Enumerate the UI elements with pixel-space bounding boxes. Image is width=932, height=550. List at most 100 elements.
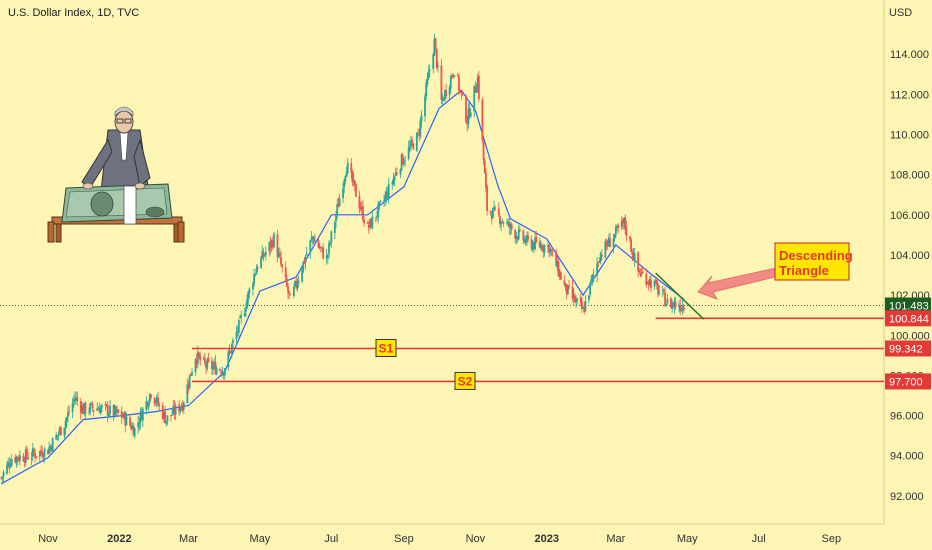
candle-body [534, 237, 536, 250]
candle-body [624, 217, 627, 229]
candle-body [355, 183, 357, 197]
candle-body [278, 252, 281, 257]
price-tag-text: 97.700 [889, 376, 923, 388]
candle-body [564, 283, 567, 286]
candle-body [284, 267, 287, 278]
y-tick-label: 110.000 [890, 130, 929, 142]
candle-body [246, 299, 248, 309]
candle-body [591, 275, 594, 281]
candle-body [255, 268, 258, 275]
candle-body [344, 176, 347, 181]
annotation-arrow [697, 267, 780, 300]
candle-body [244, 308, 247, 312]
x-tick-label: 2022 [107, 533, 131, 545]
y-tick-label: 108.000 [890, 170, 930, 182]
candle-body [646, 282, 649, 284]
candle-body [453, 75, 456, 78]
candle-body [161, 405, 164, 419]
candle-body [410, 140, 412, 148]
candle-body [179, 408, 182, 412]
candle-body [393, 176, 396, 181]
candle-body [33, 449, 35, 454]
candle-body [318, 246, 321, 249]
candle-body [10, 458, 13, 466]
candle-body [7, 462, 10, 466]
price-tag [885, 373, 931, 390]
candle-body [384, 196, 387, 202]
candle-body [263, 254, 266, 256]
candle-body [14, 457, 17, 462]
candle-body [158, 405, 161, 406]
candle-body [289, 294, 292, 296]
candle-body [583, 308, 586, 312]
candle-body [490, 213, 493, 219]
candle-body [648, 278, 651, 286]
candle-body [329, 242, 332, 244]
candle-body [248, 288, 251, 294]
candle-body [40, 449, 42, 453]
candle-body [492, 207, 494, 219]
descending-triangle-annotation: Descending Triangle [774, 242, 853, 281]
candle-body [630, 239, 632, 252]
candle-body [74, 398, 76, 402]
candle-body [17, 457, 20, 461]
candles-group [0, 33, 685, 485]
candle-body [614, 226, 617, 235]
candle-body [198, 353, 200, 357]
candle-body [489, 211, 492, 213]
candle-body [173, 406, 176, 415]
candle-body [333, 222, 336, 233]
candle-body [523, 239, 526, 242]
candle-body [598, 261, 601, 263]
candle-body [99, 407, 102, 414]
candle-body [71, 403, 74, 412]
candle-body [658, 291, 661, 294]
candle-body [237, 319, 240, 333]
candle-body [506, 222, 508, 224]
candle-body [254, 273, 257, 276]
candle-body [83, 402, 86, 414]
candle-body [508, 221, 511, 228]
candle-body [609, 238, 611, 247]
candle-body [24, 449, 27, 464]
candle-body [540, 244, 542, 249]
candle-body [535, 236, 538, 242]
candle-body [655, 280, 658, 285]
candle-body [79, 401, 82, 413]
candle-body [16, 456, 19, 460]
y-tick-label: 94.000 [890, 451, 924, 463]
candle-body [63, 428, 66, 436]
candle-body [65, 417, 68, 422]
candle-body [139, 411, 142, 423]
candle-body [392, 178, 395, 185]
candle-body [43, 448, 46, 457]
candle-body [547, 245, 549, 247]
candle-body [261, 251, 264, 259]
candle-body [497, 208, 500, 215]
candle-body [222, 372, 225, 376]
x-tick-label: May [250, 533, 271, 545]
candle-body [311, 236, 314, 239]
level-label: S2 [458, 374, 473, 388]
candle-body [640, 272, 643, 275]
candle-body [387, 184, 390, 199]
candle-body [76, 397, 79, 401]
candle-body [220, 371, 223, 374]
candle-body [346, 162, 349, 173]
x-tick-label: Sep [394, 533, 414, 545]
candle-body [280, 257, 282, 265]
candle-body [674, 301, 677, 308]
candle-body [662, 289, 665, 292]
candle-body [328, 242, 330, 254]
candle-body [130, 424, 133, 430]
candle-body [98, 408, 101, 413]
candle-body [304, 256, 307, 263]
candle-body [50, 446, 53, 451]
candle-body [207, 358, 210, 362]
candle-body [623, 217, 625, 224]
candle-body [276, 234, 279, 258]
candle-body [30, 457, 33, 459]
candle-body [411, 139, 414, 143]
candle-body [232, 340, 234, 344]
candle-body [288, 291, 291, 294]
